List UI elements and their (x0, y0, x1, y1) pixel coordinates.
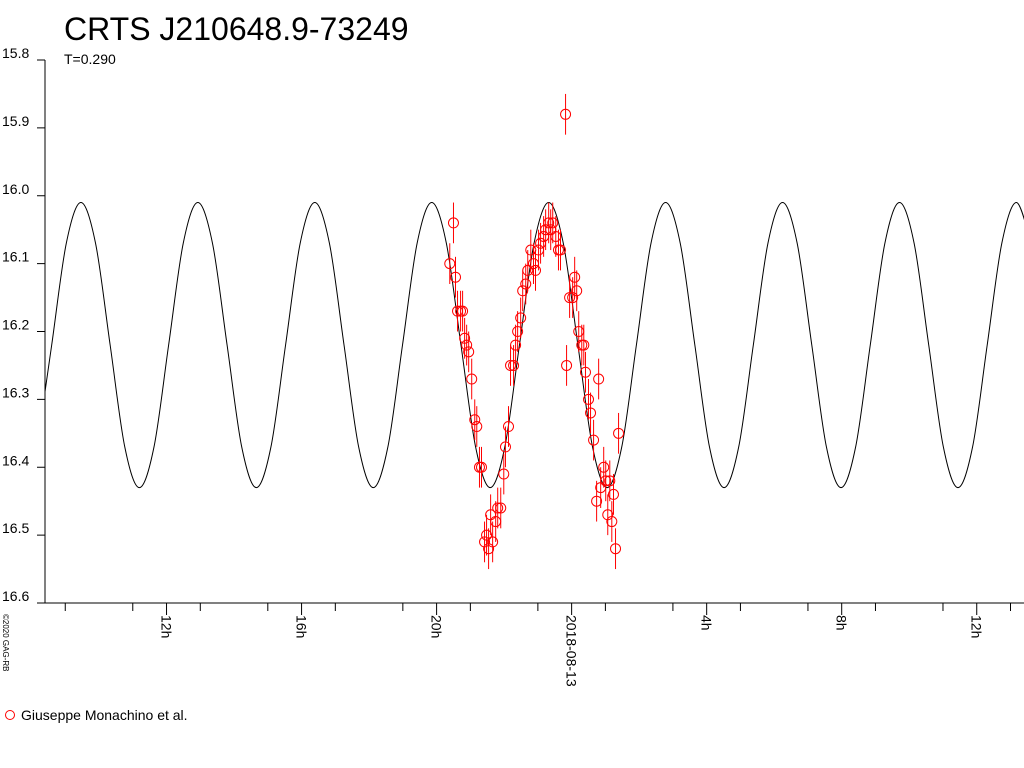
data-point (561, 359, 573, 371)
data-point (481, 529, 493, 541)
data-point (492, 502, 504, 514)
data-point (503, 421, 515, 433)
x-tick-label: 4h (699, 615, 715, 631)
y-tick-label: 16.0 (2, 181, 29, 197)
data-point (498, 468, 510, 480)
y-tick-label: 16.3 (2, 384, 29, 400)
data-point (604, 475, 616, 487)
y-tick-label: 16.4 (2, 452, 29, 468)
data-point (610, 543, 622, 555)
legend-label: Giuseppe Monachino et al. (21, 707, 188, 723)
y-tick-label: 15.9 (2, 113, 29, 129)
data-point (510, 339, 522, 351)
data-point (588, 434, 600, 446)
y-tick-label: 16.6 (2, 588, 29, 604)
data-point (554, 244, 566, 256)
data-point (469, 414, 481, 426)
data-point (600, 475, 612, 487)
data-point (508, 359, 520, 371)
data-point (598, 461, 610, 473)
data-point (578, 339, 590, 351)
data-point (459, 332, 471, 344)
credit: ©2020 GAG-RB (1, 614, 10, 671)
data-point (607, 488, 619, 500)
x-tick-label: 12h (969, 615, 985, 638)
data-point (560, 108, 572, 120)
data-point (547, 217, 559, 229)
data-point (466, 373, 478, 385)
y-tick-label: 16.1 (2, 249, 29, 265)
data-point (471, 421, 483, 433)
chart-title: CRTS J210648.9-73249 (64, 11, 409, 47)
data-point (593, 373, 605, 385)
data-point (602, 509, 614, 521)
data-point (475, 461, 487, 473)
data-point (583, 393, 595, 405)
x-tick-label: 12h (159, 615, 175, 638)
data-point (483, 543, 495, 555)
data-point (487, 536, 499, 548)
data-point (571, 285, 583, 297)
data-point (479, 536, 491, 548)
legend-marker (5, 710, 15, 720)
data-point (585, 407, 597, 419)
data-point (447, 217, 459, 229)
data-point (450, 271, 462, 283)
data-point (444, 258, 456, 270)
data-point (495, 502, 507, 514)
y-tick-label: 15.8 (2, 45, 29, 61)
data-point (579, 366, 591, 378)
data-point (512, 326, 524, 337)
data-point (591, 495, 603, 507)
data-point (522, 264, 534, 276)
data-point (569, 271, 581, 283)
data-point (457, 305, 469, 317)
data-point (567, 292, 579, 304)
x-tick-label: 20h (429, 615, 445, 638)
data-point (613, 427, 625, 439)
data-point (461, 339, 473, 351)
chart-subtitle: T=0.290 (64, 51, 116, 67)
data-point (520, 278, 532, 290)
y-tick-label: 16.2 (2, 317, 29, 333)
data-point (499, 441, 511, 453)
y-tick-label: 16.5 (2, 520, 29, 536)
x-tick-label: 8h (834, 615, 850, 631)
x-tick-label: 16h (294, 615, 310, 638)
plot-area (45, 93, 1024, 570)
data-point (463, 346, 475, 358)
data-point (515, 312, 527, 324)
data-point (543, 217, 555, 229)
x-tick-label: 2018-08-13 (564, 615, 580, 687)
fit-curve (45, 202, 1024, 489)
data-point (530, 264, 542, 276)
data-point (606, 516, 618, 528)
